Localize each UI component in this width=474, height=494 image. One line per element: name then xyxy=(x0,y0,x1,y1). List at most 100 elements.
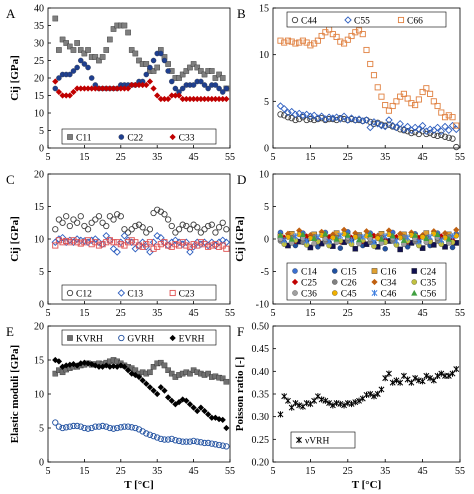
x-tick-label: 45 xyxy=(189,152,199,163)
legend-label: C24 xyxy=(420,268,436,278)
data-point xyxy=(179,95,186,103)
data-point xyxy=(291,110,300,119)
data-point xyxy=(299,111,307,120)
data-point xyxy=(389,232,396,239)
data-point xyxy=(92,216,99,223)
data-point xyxy=(397,230,404,237)
data-point xyxy=(117,241,124,248)
legend-label: C15 xyxy=(341,268,357,278)
data-point xyxy=(113,248,121,256)
legend-label: EVRH xyxy=(179,335,205,345)
data-point xyxy=(277,37,284,44)
data-point xyxy=(419,234,426,240)
data-point xyxy=(136,57,142,64)
data-point xyxy=(219,416,226,423)
data-point xyxy=(352,399,359,406)
data-point xyxy=(110,216,117,223)
data-point xyxy=(194,438,201,445)
data-point xyxy=(408,129,415,137)
data-point xyxy=(59,36,66,43)
data-point xyxy=(161,57,168,64)
data-point xyxy=(281,237,288,244)
data-point xyxy=(277,111,284,118)
data-point xyxy=(438,370,445,377)
legend-marker xyxy=(331,279,338,285)
data-point xyxy=(135,426,143,433)
y-tick-label: 15 xyxy=(34,356,44,367)
data-point xyxy=(205,439,212,447)
data-point xyxy=(299,231,307,238)
data-point xyxy=(222,238,231,246)
data-point xyxy=(408,100,415,107)
panel-letter: C xyxy=(6,172,15,187)
data-point xyxy=(157,435,164,443)
data-point xyxy=(70,88,77,96)
x-tick-label: 55 xyxy=(455,152,465,163)
data-point xyxy=(59,92,66,99)
legend-marker xyxy=(411,289,418,296)
data-point xyxy=(333,33,340,40)
data-point xyxy=(194,224,201,231)
data-point xyxy=(325,115,333,123)
y-tick-label: 0 xyxy=(39,144,44,155)
data-point xyxy=(431,242,437,248)
legend-label: C12 xyxy=(76,290,92,300)
y-tick-label: 10 xyxy=(34,235,44,246)
data-point xyxy=(449,233,456,240)
y-tick-label: 5 xyxy=(39,126,44,137)
data-point xyxy=(58,233,67,242)
data-point xyxy=(85,47,91,53)
data-point xyxy=(70,360,77,368)
x-axis-label: T [°C] xyxy=(352,479,382,491)
data-point xyxy=(212,441,219,448)
data-point xyxy=(114,239,121,246)
data-point xyxy=(288,235,295,242)
data-point xyxy=(197,229,205,236)
data-point xyxy=(441,133,449,140)
legend-marker xyxy=(117,289,126,297)
data-point xyxy=(317,112,326,121)
legend-marker xyxy=(169,133,176,141)
data-point xyxy=(52,242,59,249)
data-point xyxy=(393,377,400,384)
legend-marker xyxy=(292,290,298,296)
series-νvrh xyxy=(277,365,460,418)
data-point xyxy=(382,102,389,109)
data-point xyxy=(367,60,374,68)
data-point xyxy=(55,237,62,244)
data-point xyxy=(307,400,314,408)
data-point xyxy=(341,231,347,237)
data-point xyxy=(142,243,151,251)
legend-label: C25 xyxy=(301,279,317,289)
data-point xyxy=(121,85,128,92)
data-point xyxy=(314,233,321,241)
data-point xyxy=(438,131,445,139)
legend: νVRH xyxy=(290,431,356,449)
data-point xyxy=(81,61,88,67)
data-point xyxy=(168,92,175,99)
data-point xyxy=(157,95,164,103)
data-point xyxy=(135,81,143,89)
data-point xyxy=(438,237,445,244)
data-point xyxy=(59,219,66,226)
y-tick-label: 10 xyxy=(34,390,44,401)
data-point xyxy=(295,109,303,118)
data-point xyxy=(172,241,179,248)
data-point xyxy=(400,90,407,97)
legend-box xyxy=(61,128,217,145)
data-point xyxy=(385,107,392,114)
data-point xyxy=(74,64,80,71)
data-point xyxy=(135,373,143,381)
legend-label: C46 xyxy=(381,290,397,300)
x-tick-label: 45 xyxy=(418,152,428,163)
legend-marker xyxy=(291,16,299,24)
data-point xyxy=(307,244,314,251)
data-point xyxy=(143,430,150,437)
y-axis-label: Cij [GPa] xyxy=(9,216,21,262)
series-c46 xyxy=(281,232,456,246)
data-point xyxy=(139,428,146,435)
data-point xyxy=(344,36,351,43)
data-point xyxy=(52,419,59,426)
x-tick-label: 35 xyxy=(380,152,390,163)
